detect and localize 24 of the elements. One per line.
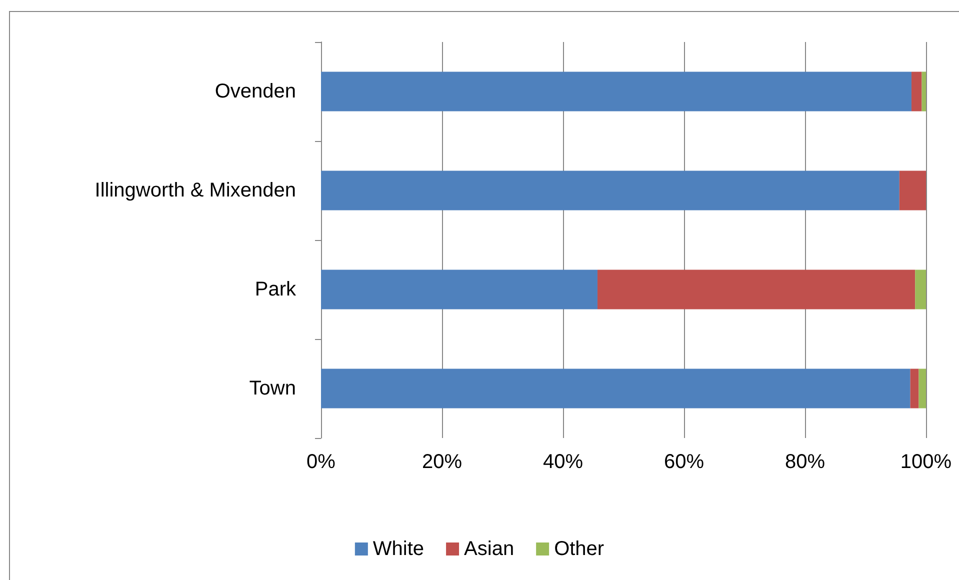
bar xyxy=(910,368,919,408)
bar xyxy=(918,368,926,408)
bar xyxy=(321,170,900,210)
bar xyxy=(597,270,916,310)
y-tick-label: Ovenden xyxy=(214,80,296,102)
bar xyxy=(915,270,926,310)
x-tick-label: 80% xyxy=(784,451,826,473)
x-tick-label: 0% xyxy=(306,451,336,473)
y-tick-label: Illingworth & Mixenden xyxy=(94,180,296,202)
x-tick-label: 40% xyxy=(542,451,584,473)
y-tick-label: Town xyxy=(249,378,296,400)
bar xyxy=(321,72,912,112)
x-tick-label: 60% xyxy=(664,451,704,473)
legend-label: Other xyxy=(554,538,604,560)
bar xyxy=(321,368,910,408)
x-tick-label: 100% xyxy=(900,451,952,473)
y-tick-label: Park xyxy=(254,278,297,300)
x-tick-label: 20% xyxy=(422,451,462,473)
bar xyxy=(321,270,598,310)
bar xyxy=(911,72,922,112)
legend-label: White xyxy=(372,538,424,560)
bar xyxy=(922,72,926,112)
bar xyxy=(899,170,926,210)
legend-label: Asian xyxy=(464,538,514,560)
